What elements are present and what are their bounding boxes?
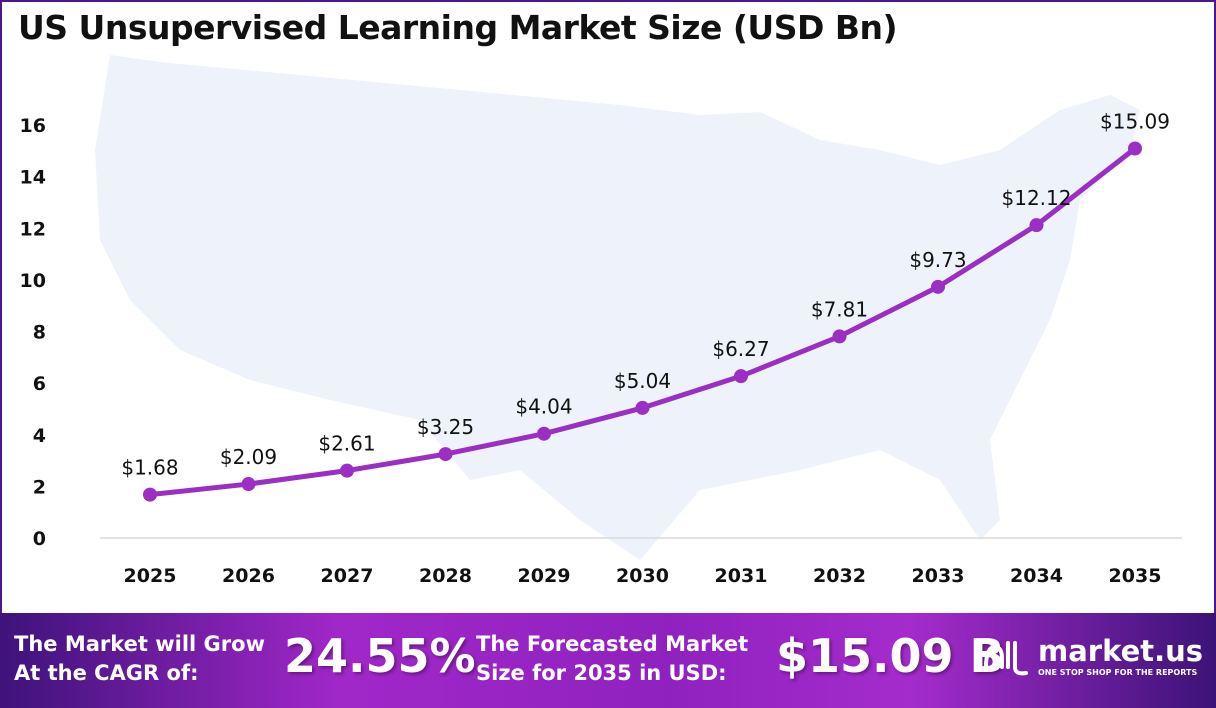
data-label: $9.73 bbox=[909, 248, 966, 272]
data-point bbox=[241, 477, 256, 492]
x-tick-label: 2028 bbox=[419, 565, 472, 587]
data-point bbox=[340, 463, 354, 478]
data-point bbox=[537, 426, 551, 441]
line-chart: 0 2 4 6 8 10 12 14 16 2025 2026 2027 2028 2029 2030 20… bbox=[20, 55, 1182, 587]
y-tick-label: 8 bbox=[33, 322, 46, 344]
y-tick-label: 10 bbox=[20, 270, 46, 292]
y-tick-label: 2 bbox=[33, 476, 46, 498]
data-point bbox=[734, 369, 748, 384]
data-point bbox=[832, 329, 847, 344]
data-point bbox=[1128, 141, 1142, 156]
data-label: $2.61 bbox=[318, 432, 375, 456]
data-label: $15.09 bbox=[1100, 109, 1170, 133]
cagr-label: The Market will Grow At the CAGR of: bbox=[14, 630, 265, 688]
forecast-value: $15.09 B bbox=[776, 629, 1005, 683]
x-tick-label: 2027 bbox=[321, 565, 374, 587]
forecast-label: The Forecasted Market Size for 2035 in U… bbox=[476, 630, 748, 688]
data-label: $12.12 bbox=[1002, 186, 1072, 210]
data-point bbox=[143, 487, 157, 502]
forecast-label-line2: Size for 2035 in USD: bbox=[476, 661, 727, 685]
data-label: $2.09 bbox=[220, 445, 277, 469]
data-point bbox=[635, 400, 650, 415]
y-tick-label: 6 bbox=[33, 373, 46, 395]
chart-title: US Unsupervised Learning Market Size (US… bbox=[18, 8, 898, 47]
data-label: $7.81 bbox=[811, 297, 868, 321]
data-label: $3.25 bbox=[417, 415, 474, 439]
market-us-logo: market.us ONE STOP SHOP FOR THE REPORTS bbox=[982, 635, 1203, 678]
market-us-logo-icon bbox=[984, 640, 1028, 675]
data-label: $6.27 bbox=[712, 337, 769, 361]
y-tick-label: 14 bbox=[20, 167, 46, 189]
x-tick-label: 2025 bbox=[124, 565, 177, 587]
data-point bbox=[1029, 218, 1044, 233]
y-tick-label: 4 bbox=[33, 425, 46, 447]
x-tick-label: 2034 bbox=[1010, 565, 1063, 587]
x-tick-label: 2033 bbox=[912, 565, 965, 587]
cagr-label-line1: The Market will Grow bbox=[14, 632, 265, 656]
cagr-label-line2: At the CAGR of: bbox=[14, 661, 199, 685]
us-map-background bbox=[95, 55, 1140, 560]
x-tick-label: 2032 bbox=[813, 565, 866, 587]
data-label: $1.68 bbox=[121, 456, 178, 480]
data-point bbox=[931, 279, 945, 294]
data-point bbox=[438, 447, 453, 462]
footer-banner: The Market will Grow At the CAGR of: 24.… bbox=[0, 613, 1216, 708]
data-label: $4.04 bbox=[515, 395, 572, 419]
cagr-value: 24.55% bbox=[284, 629, 476, 683]
y-tick-label: 12 bbox=[20, 218, 46, 240]
x-tick-label: 2029 bbox=[518, 565, 571, 587]
logo-tagline: ONE STOP SHOP FOR THE REPORTS bbox=[1038, 668, 1198, 677]
y-tick-label: 0 bbox=[33, 528, 46, 550]
x-tick-label: 2035 bbox=[1109, 565, 1162, 587]
x-tick-label: 2026 bbox=[222, 565, 275, 587]
forecast-label-line1: The Forecasted Market bbox=[476, 632, 749, 656]
data-label: $5.04 bbox=[614, 369, 671, 393]
x-tick-label: 2031 bbox=[715, 565, 768, 587]
logo-name: market.us bbox=[1038, 634, 1204, 668]
x-tick-label: 2030 bbox=[616, 565, 669, 587]
y-tick-label: 16 bbox=[20, 115, 46, 137]
